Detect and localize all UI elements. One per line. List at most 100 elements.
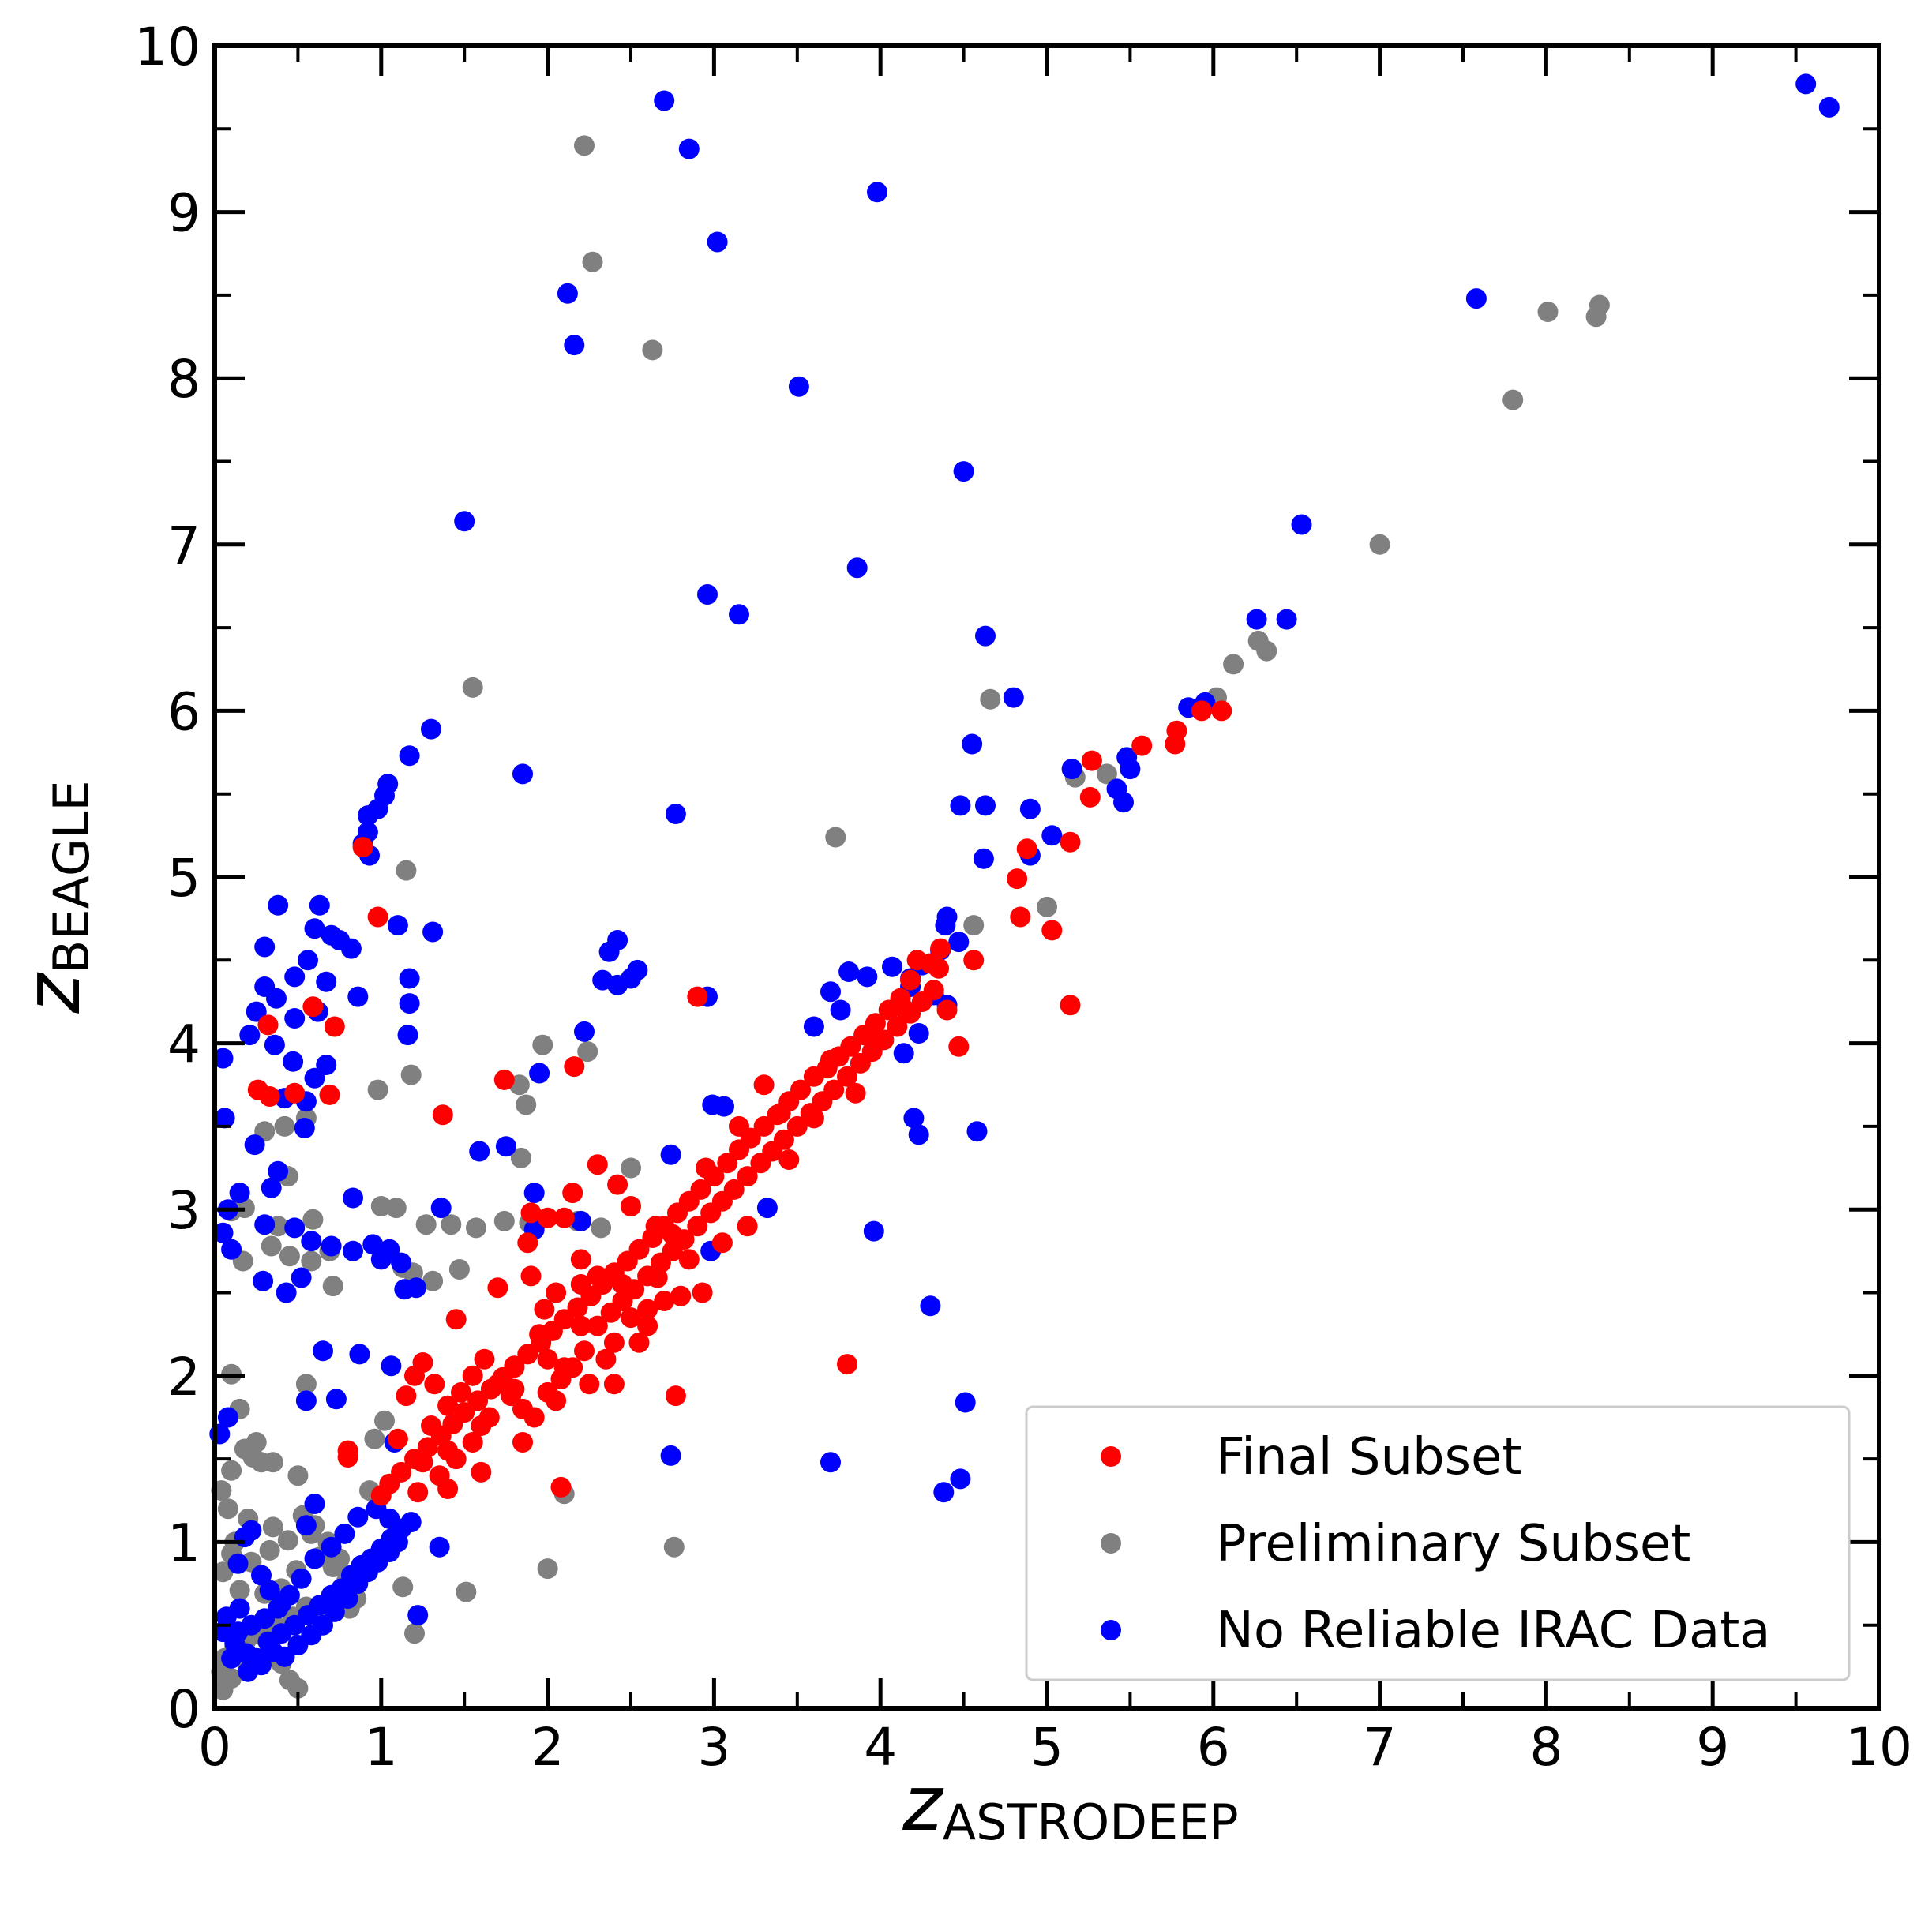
data-point <box>370 1485 392 1506</box>
x-tick-label: 3 <box>697 1717 730 1778</box>
data-point <box>820 981 841 1003</box>
data-point <box>415 1214 437 1235</box>
data-point <box>723 1179 745 1200</box>
x-axis-label-subscript: ASTRODEEP <box>943 1794 1239 1851</box>
data-point <box>612 1274 633 1295</box>
data-point <box>697 584 718 605</box>
data-point <box>387 915 408 936</box>
data-point <box>357 805 378 827</box>
data-point <box>587 1315 608 1336</box>
data-point <box>319 1084 340 1105</box>
data-point <box>412 1452 433 1473</box>
data-point <box>399 745 420 767</box>
data-point <box>424 1374 445 1395</box>
data-point <box>830 999 851 1021</box>
data-point <box>471 1461 492 1483</box>
data-point <box>321 1235 342 1257</box>
data-point <box>628 1332 650 1353</box>
data-point <box>397 1025 418 1046</box>
y-tick-label: 5 <box>167 848 201 909</box>
data-point <box>1041 920 1063 941</box>
data-point <box>212 1561 234 1583</box>
x-axis-label: zASTRODEEP <box>902 1760 1238 1851</box>
data-point <box>564 1056 585 1078</box>
data-point <box>251 1655 272 1676</box>
data-point <box>621 1196 641 1216</box>
data-point <box>908 1124 929 1145</box>
data-point <box>362 1234 384 1255</box>
data-point <box>778 1149 800 1170</box>
data-point <box>770 1103 791 1124</box>
data-point <box>241 1520 262 1541</box>
data-point <box>803 1108 824 1129</box>
data-point <box>756 1198 778 1219</box>
data-point <box>678 1249 700 1270</box>
data-point <box>846 557 868 579</box>
data-point <box>347 986 369 1007</box>
data-point <box>295 1374 317 1395</box>
data-point <box>803 1016 824 1037</box>
data-point <box>321 1536 342 1558</box>
data-point <box>466 1217 486 1239</box>
data-point <box>324 1016 345 1037</box>
data-point <box>412 1352 433 1373</box>
data-point <box>400 1512 422 1533</box>
data-point <box>665 804 686 824</box>
y-tick-label: 6 <box>167 681 201 742</box>
data-point <box>520 1265 542 1287</box>
data-point <box>537 1348 558 1370</box>
legend: Final Subset Preliminary Subset No Reliabl… <box>1025 1405 1851 1681</box>
data-point <box>268 1160 289 1182</box>
data-point <box>786 1115 808 1137</box>
data-point <box>753 1074 775 1096</box>
y-axis-label-subscript: BEAGLE <box>43 780 100 973</box>
data-point <box>284 1082 306 1104</box>
data-point <box>301 1250 322 1272</box>
data-point <box>729 1139 749 1160</box>
data-point <box>1003 687 1024 708</box>
x-tick-label: 1 <box>365 1717 398 1778</box>
plot-frame <box>212 43 1881 1711</box>
data-point <box>553 1357 575 1378</box>
data-point <box>396 1385 417 1407</box>
data-point <box>529 1063 550 1084</box>
points-layer <box>209 73 1840 1700</box>
data-point <box>239 1025 261 1046</box>
data-point <box>863 1220 884 1242</box>
data-point <box>221 1239 242 1260</box>
data-point <box>878 999 899 1021</box>
data-point <box>845 1082 866 1104</box>
data-point <box>574 1021 595 1042</box>
data-point <box>928 958 949 979</box>
data-point <box>980 688 1001 710</box>
data-point <box>617 1250 638 1272</box>
data-point <box>404 1623 425 1644</box>
data-point <box>271 1593 292 1614</box>
data-point <box>504 1357 525 1378</box>
data-point <box>407 1605 429 1626</box>
data-point <box>291 1568 312 1589</box>
data-point <box>627 959 648 980</box>
data-point <box>737 1166 758 1187</box>
data-point <box>660 1445 681 1466</box>
data-point <box>392 1576 414 1598</box>
y-tick-label: 10 <box>134 17 201 77</box>
data-point <box>400 1064 422 1085</box>
data-point <box>364 1428 385 1449</box>
y-tick-label: 8 <box>167 349 201 410</box>
data-point <box>284 966 306 988</box>
data-point <box>923 980 944 1001</box>
data-point <box>900 969 921 991</box>
data-point <box>246 1001 267 1022</box>
data-point <box>1120 759 1141 780</box>
data-point <box>553 1207 575 1228</box>
data-point <box>287 1465 309 1486</box>
data-point <box>302 996 324 1018</box>
data-point <box>421 1415 441 1436</box>
data-point <box>820 1049 841 1070</box>
data-point <box>670 1285 692 1306</box>
data-point <box>837 1066 857 1087</box>
data-point <box>948 1036 970 1057</box>
data-point <box>279 1246 300 1267</box>
data-point <box>823 1079 845 1100</box>
